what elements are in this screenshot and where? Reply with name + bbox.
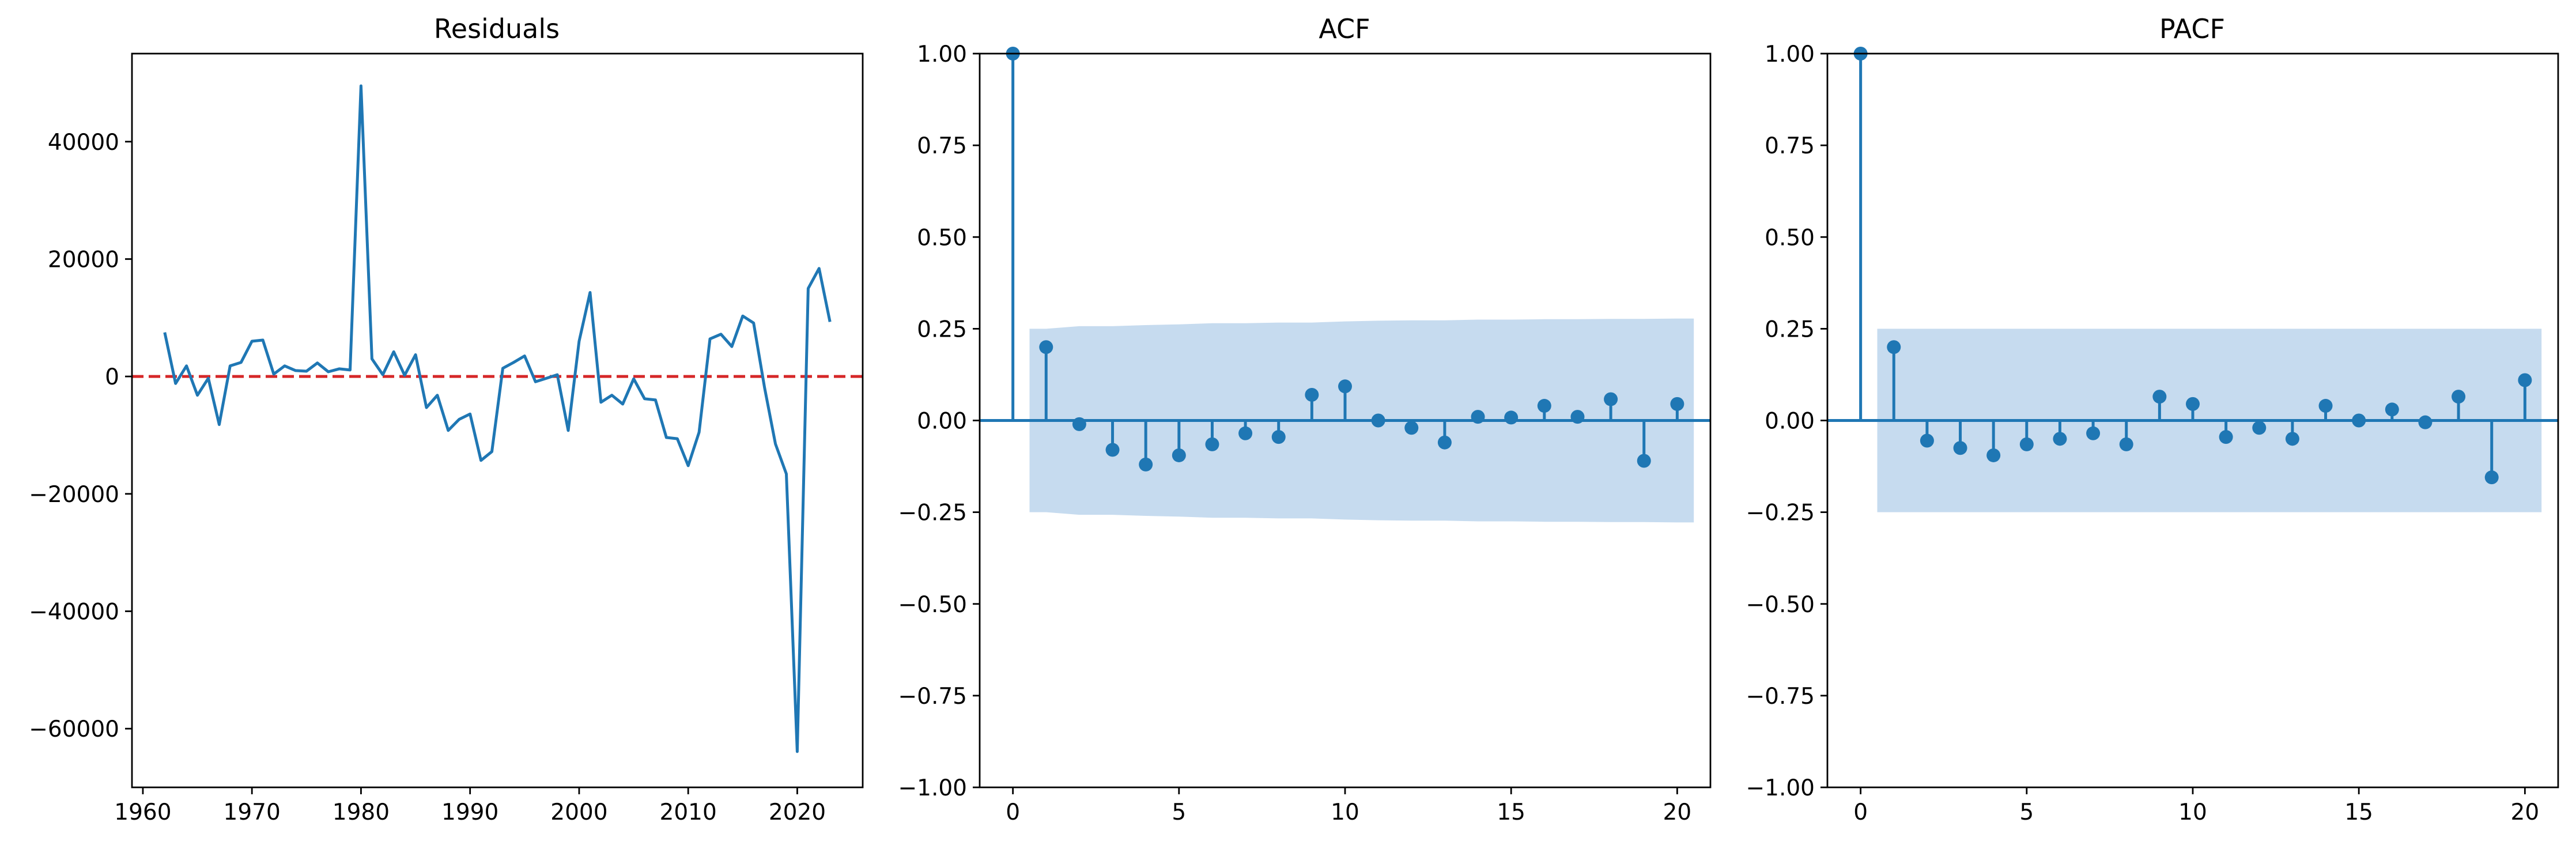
residuals-series-line [163, 84, 832, 753]
y-tick-label: −0.50 [898, 592, 967, 618]
stem-marker [2019, 437, 2034, 451]
y-tick-label: 1.00 [1765, 42, 1815, 67]
x-tick-label: 2020 [769, 799, 826, 825]
stem-marker [1338, 379, 1352, 394]
stem-marker [2484, 470, 2499, 485]
x-tick-label: 15 [1497, 799, 1525, 825]
stem-marker [1271, 430, 1286, 444]
y-tick-label: −1.00 [1746, 775, 1815, 801]
stem-marker [1604, 392, 1618, 406]
stem-marker [2452, 390, 2466, 404]
stem-marker [2318, 399, 2333, 413]
x-tick-label: 1960 [114, 799, 171, 825]
stem-marker [1072, 417, 1086, 431]
y-tick-label: −0.50 [1746, 592, 1815, 618]
stem-marker [2086, 426, 2101, 440]
y-tick-label: −0.75 [898, 684, 967, 710]
residuals-axes-frame [131, 52, 864, 789]
stem-marker [2252, 421, 2267, 435]
stem-marker [2518, 373, 2532, 387]
y-tick-label: 0.00 [917, 409, 967, 435]
y-tick-label: 0.25 [917, 316, 967, 342]
acf-panel: ACF 0 5 10 15 20 −1.00 −0.75 −0.50 −0.25 0.00 0.25… [898, 13, 1712, 825]
y-tick-label: −40000 [29, 599, 119, 625]
x-tick-label: 1990 [441, 799, 498, 825]
stem-marker [1570, 410, 1585, 424]
y-tick-label: −0.25 [898, 500, 967, 526]
y-tick-label: 0 [105, 364, 119, 390]
x-tick-label: 10 [2178, 799, 2207, 825]
y-tick-label: −0.25 [1746, 500, 1815, 526]
stem-marker [2352, 413, 2366, 428]
stem-marker [1537, 399, 1551, 413]
stem-marker [1305, 387, 1319, 402]
pacf-title: PACF [2159, 13, 2225, 44]
stem-marker [2119, 437, 2133, 451]
stem-marker [1437, 435, 1452, 450]
x-tick-label: 5 [1172, 799, 1186, 825]
stem-marker [1404, 421, 1419, 435]
stem-marker [1238, 426, 1253, 440]
y-tick-label: −20000 [29, 482, 119, 508]
y-tick-label: 0.50 [917, 225, 967, 251]
y-tick-label: −1.00 [898, 775, 967, 801]
y-tick-label: 1.00 [917, 42, 967, 67]
stem-marker [1887, 340, 1901, 354]
x-tick-label: 1970 [224, 799, 281, 825]
stem-marker [1105, 443, 1120, 457]
stem-marker [2053, 432, 2067, 446]
x-tick-label: 20 [1663, 799, 1692, 825]
residuals-panel: Residuals 1960 1970 1980 1990 2000 2010 2020 −6… [29, 13, 864, 825]
x-tick-label: 20 [2511, 799, 2540, 825]
stem-marker [1139, 457, 1153, 471]
stem-marker [1670, 397, 1684, 411]
stem-marker [2418, 415, 2433, 429]
stem-marker [1205, 437, 1219, 451]
x-tick-label: 2000 [550, 799, 607, 825]
y-tick-label: 0.50 [1765, 225, 1815, 251]
x-tick-label: 0 [1006, 799, 1020, 825]
stem-marker [2219, 430, 2233, 444]
residuals-title: Residuals [434, 13, 560, 44]
acf-title: ACF [1319, 13, 1370, 44]
stem-marker [1637, 454, 1651, 468]
stem-marker [1039, 340, 1053, 354]
stem-marker [1920, 433, 1934, 448]
y-tick-label: 40000 [48, 130, 119, 156]
stem-marker [1504, 410, 1519, 425]
stem-marker [1471, 410, 1485, 424]
pacf-axes-frame [1826, 52, 2559, 789]
x-tick-label: 2010 [660, 799, 717, 825]
y-tick-label: 20000 [48, 247, 119, 273]
stem-marker [1953, 441, 1967, 455]
x-tick-label: 5 [2019, 799, 2034, 825]
stem-marker [2385, 402, 2399, 417]
y-tick-label: 0.00 [1765, 409, 1815, 435]
x-tick-label: 15 [2344, 799, 2373, 825]
stem-marker [1371, 413, 1385, 428]
stem-marker [2285, 432, 2299, 446]
stem-marker [2186, 397, 2200, 411]
stem-marker [1172, 448, 1186, 462]
stem-marker [2152, 390, 2167, 404]
y-tick-label: 0.25 [1765, 316, 1815, 342]
x-tick-label: 0 [1853, 799, 1868, 825]
y-tick-label: −60000 [29, 716, 119, 742]
y-tick-label: 0.75 [1765, 133, 1815, 159]
acf-axes-frame [979, 52, 1712, 789]
x-tick-label: 10 [1331, 799, 1359, 825]
stem-marker [1986, 448, 2001, 462]
pacf-panel: PACF 0 5 10 15 20 −1.00 −0.75 −0.50 −0.25 0.00 0.2… [1746, 13, 2559, 825]
y-tick-label: 0.75 [917, 133, 967, 159]
y-tick-label: −0.75 [1746, 684, 1815, 710]
x-tick-label: 1980 [333, 799, 390, 825]
